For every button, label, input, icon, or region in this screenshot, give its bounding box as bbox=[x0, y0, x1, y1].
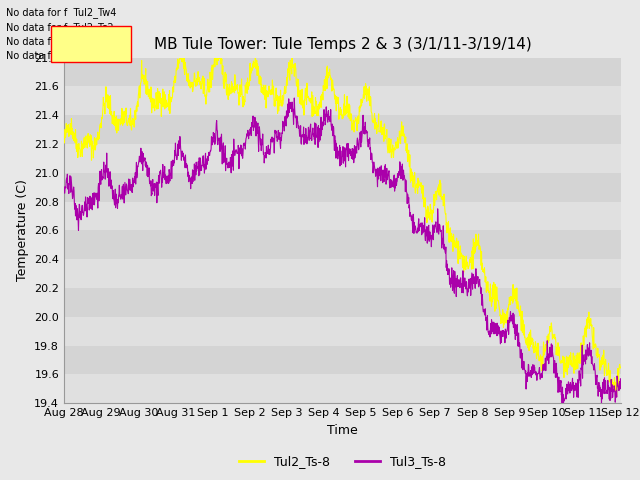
Bar bbox=[64, 86, 621, 115]
Tul2_Ts-8 bbox=[103, 98, 111, 104]
Text: No data for f  Tul3_Tw4: No data for f Tul3_Tw4 bbox=[6, 36, 116, 47]
Bar bbox=[64, 374, 621, 403]
Bar bbox=[64, 317, 621, 346]
Tul2_Ts-8 bbox=[297, 93, 305, 98]
Tul2_Ts-8 bbox=[60, 139, 68, 144]
X-axis label: Time: Time bbox=[327, 424, 358, 437]
Text: No data for f  Tul3_Tule: No data for f Tul3_Tule bbox=[6, 50, 118, 61]
Bar bbox=[64, 259, 621, 288]
Tul3_Ts-8 bbox=[318, 127, 326, 132]
Tul3_Ts-8 bbox=[617, 378, 625, 384]
Line: Tul2_Ts-8: Tul2_Ts-8 bbox=[64, 58, 621, 397]
Tul3_Ts-8 bbox=[378, 163, 385, 168]
Tul3_Ts-8 bbox=[558, 400, 566, 406]
Title: MB Tule Tower: Tule Temps 2 & 3 (3/1/11-3/19/14): MB Tule Tower: Tule Temps 2 & 3 (3/1/11-… bbox=[154, 37, 531, 52]
Legend: Tul2_Ts-8, Tul3_Ts-8: Tul2_Ts-8, Tul3_Ts-8 bbox=[234, 450, 451, 473]
Tul2_Ts-8 bbox=[617, 365, 625, 371]
Tul2_Ts-8 bbox=[612, 394, 620, 400]
Tul2_Ts-8 bbox=[308, 114, 316, 120]
Tul2_Ts-8 bbox=[378, 118, 385, 124]
Bar bbox=[64, 144, 621, 173]
Tul3_Ts-8 bbox=[103, 168, 111, 173]
Tul2_Ts-8 bbox=[318, 95, 326, 101]
Tul3_Ts-8 bbox=[291, 95, 298, 101]
Text: No data for f  Tul2_Tw4: No data for f Tul2_Tw4 bbox=[6, 7, 116, 18]
Tul3_Ts-8 bbox=[60, 184, 68, 190]
Tul3_Ts-8 bbox=[297, 123, 305, 129]
Tul3_Ts-8 bbox=[308, 132, 316, 138]
Line: Tul3_Ts-8: Tul3_Ts-8 bbox=[64, 98, 621, 403]
Y-axis label: Temperature (C): Temperature (C) bbox=[16, 180, 29, 281]
Bar bbox=[64, 202, 621, 230]
Tul3_Ts-8 bbox=[126, 177, 134, 182]
Tul2_Ts-8 bbox=[176, 55, 184, 60]
Tul2_Ts-8 bbox=[126, 112, 134, 118]
Text: No data for f  Tul2_Ts2: No data for f Tul2_Ts2 bbox=[6, 22, 114, 33]
